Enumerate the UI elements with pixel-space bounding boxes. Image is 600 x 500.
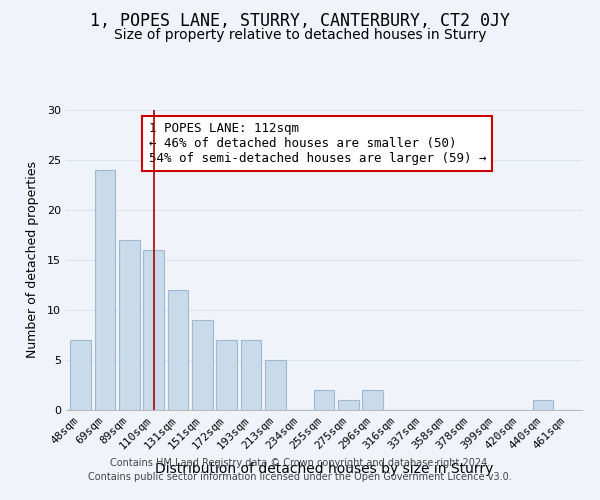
Bar: [362, 390, 383, 410]
Bar: [241, 340, 262, 410]
Text: Contains HM Land Registry data © Crown copyright and database right 2024.: Contains HM Land Registry data © Crown c…: [110, 458, 490, 468]
Y-axis label: Number of detached properties: Number of detached properties: [26, 162, 38, 358]
Bar: [119, 240, 140, 410]
Bar: [216, 340, 237, 410]
Bar: [143, 250, 164, 410]
Bar: [533, 400, 553, 410]
Bar: [338, 400, 359, 410]
Bar: [192, 320, 212, 410]
X-axis label: Distribution of detached houses by size in Sturry: Distribution of detached houses by size …: [155, 462, 493, 475]
Bar: [70, 340, 91, 410]
Bar: [265, 360, 286, 410]
Bar: [167, 290, 188, 410]
Bar: [95, 170, 115, 410]
Text: Contains public sector information licensed under the Open Government Licence v3: Contains public sector information licen…: [88, 472, 512, 482]
Text: 1, POPES LANE, STURRY, CANTERBURY, CT2 0JY: 1, POPES LANE, STURRY, CANTERBURY, CT2 0…: [90, 12, 510, 30]
Text: 1 POPES LANE: 112sqm
← 46% of detached houses are smaller (50)
54% of semi-detac: 1 POPES LANE: 112sqm ← 46% of detached h…: [149, 122, 486, 165]
Bar: [314, 390, 334, 410]
Text: Size of property relative to detached houses in Sturry: Size of property relative to detached ho…: [114, 28, 486, 42]
